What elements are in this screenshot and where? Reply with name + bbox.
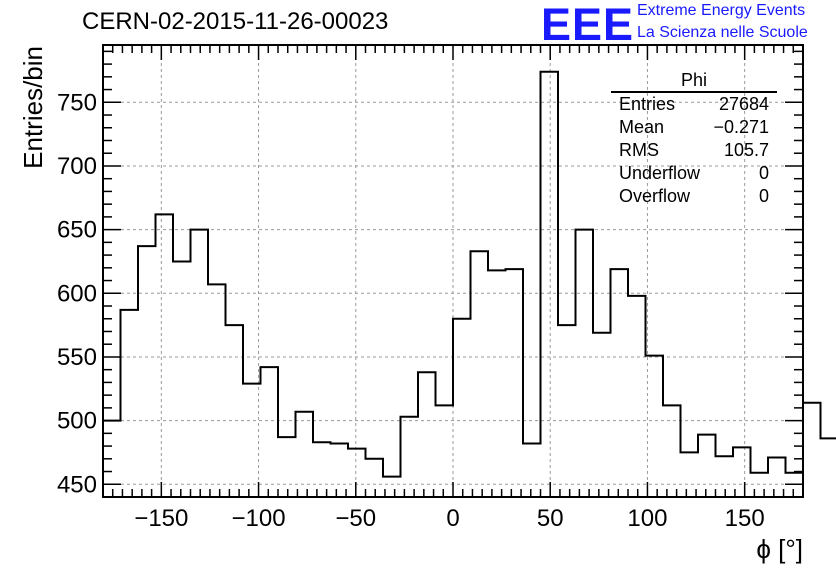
axis-ticks xyxy=(103,45,803,497)
x-tick-label: 100 xyxy=(627,505,667,532)
x-axis-label: ϕ [°] xyxy=(756,534,803,564)
y-tick-label: 500 xyxy=(57,408,97,435)
stats-value: 0 xyxy=(758,186,769,206)
eee-logo-line-2: La Scienza nelle Scuole xyxy=(637,24,808,41)
stats-row-overflow: Overflow 0 xyxy=(611,185,777,208)
stats-row-underflow: Underflow 0 xyxy=(611,162,777,185)
y-axis-label: Entries/bin xyxy=(18,46,48,169)
stats-label: Overflow xyxy=(619,186,691,206)
stats-value: 27684 xyxy=(718,94,769,114)
stats-box-title: Phi xyxy=(611,70,777,93)
eee-logo-line-1: Extreme Energy Events xyxy=(637,2,806,19)
y-tick-label: 750 xyxy=(57,89,97,116)
stats-label: Mean xyxy=(619,117,665,137)
y-tick-label: 650 xyxy=(57,217,97,244)
stats-row-rms: RMS 105.7 xyxy=(611,139,777,162)
x-tick-label: −100 xyxy=(232,505,286,532)
eee-logo: EEE xyxy=(541,0,635,50)
y-tick-label: 600 xyxy=(57,280,97,307)
histogram-series-phi xyxy=(103,70,836,478)
x-tick-label: −150 xyxy=(134,505,188,532)
y-tick-label: 450 xyxy=(57,471,97,498)
stats-row-mean: Mean −0.271 xyxy=(611,116,777,139)
histogram-title: CERN-02-2015-11-26-00023 xyxy=(82,8,389,35)
tick-labels: −150 −100 −50 0 50 100 150 450 500 550 600 650 700 75… xyxy=(57,89,765,532)
stats-label: Underflow xyxy=(619,163,701,183)
x-tick-label: 150 xyxy=(725,505,765,532)
stats-label: RMS xyxy=(619,140,659,160)
y-tick-label: 700 xyxy=(57,153,97,180)
stats-label: Entries xyxy=(619,94,676,114)
x-tick-label: −50 xyxy=(335,505,376,532)
stats-value: 105.7 xyxy=(723,140,769,160)
y-tick-label: 550 xyxy=(57,344,97,371)
stats-value: 0 xyxy=(758,163,769,183)
stats-box: Phi Entries 27684 Mean −0.271 RMS 105.7 … xyxy=(611,70,777,208)
x-tick-label: 0 xyxy=(446,505,459,532)
stats-value: −0.271 xyxy=(713,117,769,137)
stats-row-entries: Entries 27684 xyxy=(611,93,777,116)
x-tick-label: 50 xyxy=(537,505,564,532)
